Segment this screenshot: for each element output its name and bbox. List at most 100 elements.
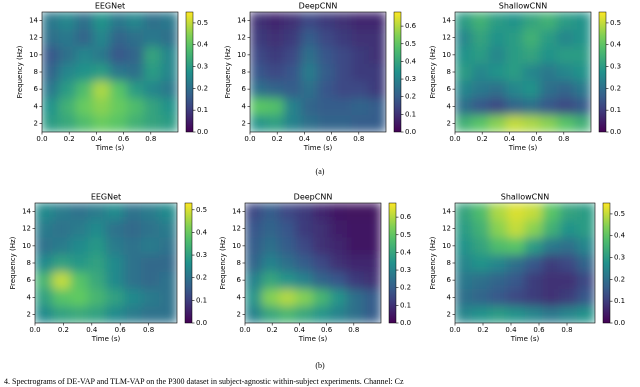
x-tick-label: 0.2	[267, 326, 278, 334]
cell	[278, 254, 297, 272]
cell	[556, 28, 575, 47]
cell	[250, 28, 268, 47]
cell	[141, 219, 160, 238]
y-tick-label: 14	[442, 17, 451, 25]
y-tick-label: 12	[29, 34, 38, 42]
colorbar-tick-label: 0.2	[197, 84, 208, 92]
cell	[522, 97, 541, 116]
heatmap	[42, 12, 178, 132]
cell	[542, 236, 561, 255]
heatmap	[245, 203, 381, 323]
cell	[245, 254, 263, 272]
cell	[160, 12, 178, 30]
cell	[300, 28, 319, 47]
colorbar-tick-label: 0.3	[614, 254, 625, 262]
cell	[87, 305, 107, 323]
colorbar-tick-label: 0.5	[610, 19, 621, 27]
y-tick-label: 14	[442, 208, 451, 216]
cell	[123, 236, 142, 255]
cell	[295, 219, 314, 238]
colorbar-tick-label: 0.4	[614, 232, 626, 240]
heatmap	[250, 12, 386, 132]
cell	[35, 219, 54, 238]
cell	[505, 114, 524, 132]
y-tick-label: 10	[29, 51, 38, 59]
y-tick-label: 8	[242, 68, 246, 76]
cells	[245, 203, 381, 323]
y-axis-label: Frequency (Hz)	[429, 45, 437, 98]
cell	[250, 12, 268, 30]
x-tick-label: 0.8	[145, 135, 156, 143]
cell	[317, 80, 336, 99]
cell	[559, 219, 578, 238]
cell	[539, 12, 558, 30]
cell	[363, 254, 381, 272]
cell	[92, 63, 111, 81]
y-tick-label: 4	[242, 102, 247, 110]
cell	[455, 97, 473, 116]
cell	[577, 236, 595, 255]
cell	[489, 288, 508, 307]
cell	[329, 203, 348, 221]
cell	[556, 97, 575, 116]
cell	[160, 97, 178, 116]
cell	[351, 28, 370, 47]
cell	[368, 45, 386, 64]
cell	[522, 45, 541, 64]
cell	[42, 45, 60, 64]
y-axis-label: Frequency (Hz)	[219, 236, 227, 289]
cell	[35, 305, 54, 323]
cell	[109, 97, 128, 116]
cell	[35, 236, 54, 255]
colorbar-tick-label: 0.1	[196, 296, 207, 304]
cell	[507, 236, 526, 255]
x-tick-label: 0.0	[29, 326, 40, 334]
colorbar-tick-label: 0.4	[400, 248, 412, 256]
heatmap	[455, 12, 591, 132]
y-tick-label: 6	[27, 276, 32, 284]
cell	[300, 114, 319, 132]
cell	[266, 63, 285, 81]
colorbar-tick-label: 0.2	[196, 274, 207, 282]
x-axis-label: Time (s)	[95, 144, 125, 152]
cell	[295, 271, 314, 290]
cell	[489, 236, 508, 255]
cell	[300, 45, 319, 64]
cell	[346, 236, 365, 255]
cell	[329, 305, 348, 323]
cell	[573, 80, 591, 99]
chart-title: EEGNet	[91, 193, 121, 202]
y-tick-label: 14	[232, 208, 241, 216]
cell	[143, 63, 162, 81]
cell	[317, 63, 336, 81]
cell	[261, 254, 280, 272]
cell	[300, 63, 319, 81]
cell	[245, 203, 263, 221]
y-tick-label: 4	[237, 293, 242, 301]
cell	[278, 203, 297, 221]
cell	[559, 203, 578, 221]
cell	[70, 305, 89, 323]
cell	[266, 45, 285, 64]
x-tick-label: 0.2	[272, 135, 283, 143]
cell	[368, 12, 386, 30]
cell	[455, 203, 473, 221]
cell	[158, 236, 177, 255]
cell	[109, 28, 128, 47]
cell	[577, 219, 595, 238]
cell	[87, 236, 107, 255]
y-tick-label: 2	[242, 119, 246, 127]
colorbar-tick-label: 0.5	[405, 40, 416, 48]
cell	[573, 97, 591, 116]
cell	[312, 219, 331, 238]
colorbar-tick-label: 0.1	[197, 106, 208, 114]
cell	[368, 114, 386, 132]
y-tick-label: 8	[447, 259, 451, 267]
cell	[573, 12, 591, 30]
x-tick-label: 0.8	[558, 135, 569, 143]
cell	[471, 114, 490, 132]
cell	[472, 203, 491, 221]
cell	[52, 271, 71, 290]
x-tick-label: 0.4	[505, 326, 517, 334]
